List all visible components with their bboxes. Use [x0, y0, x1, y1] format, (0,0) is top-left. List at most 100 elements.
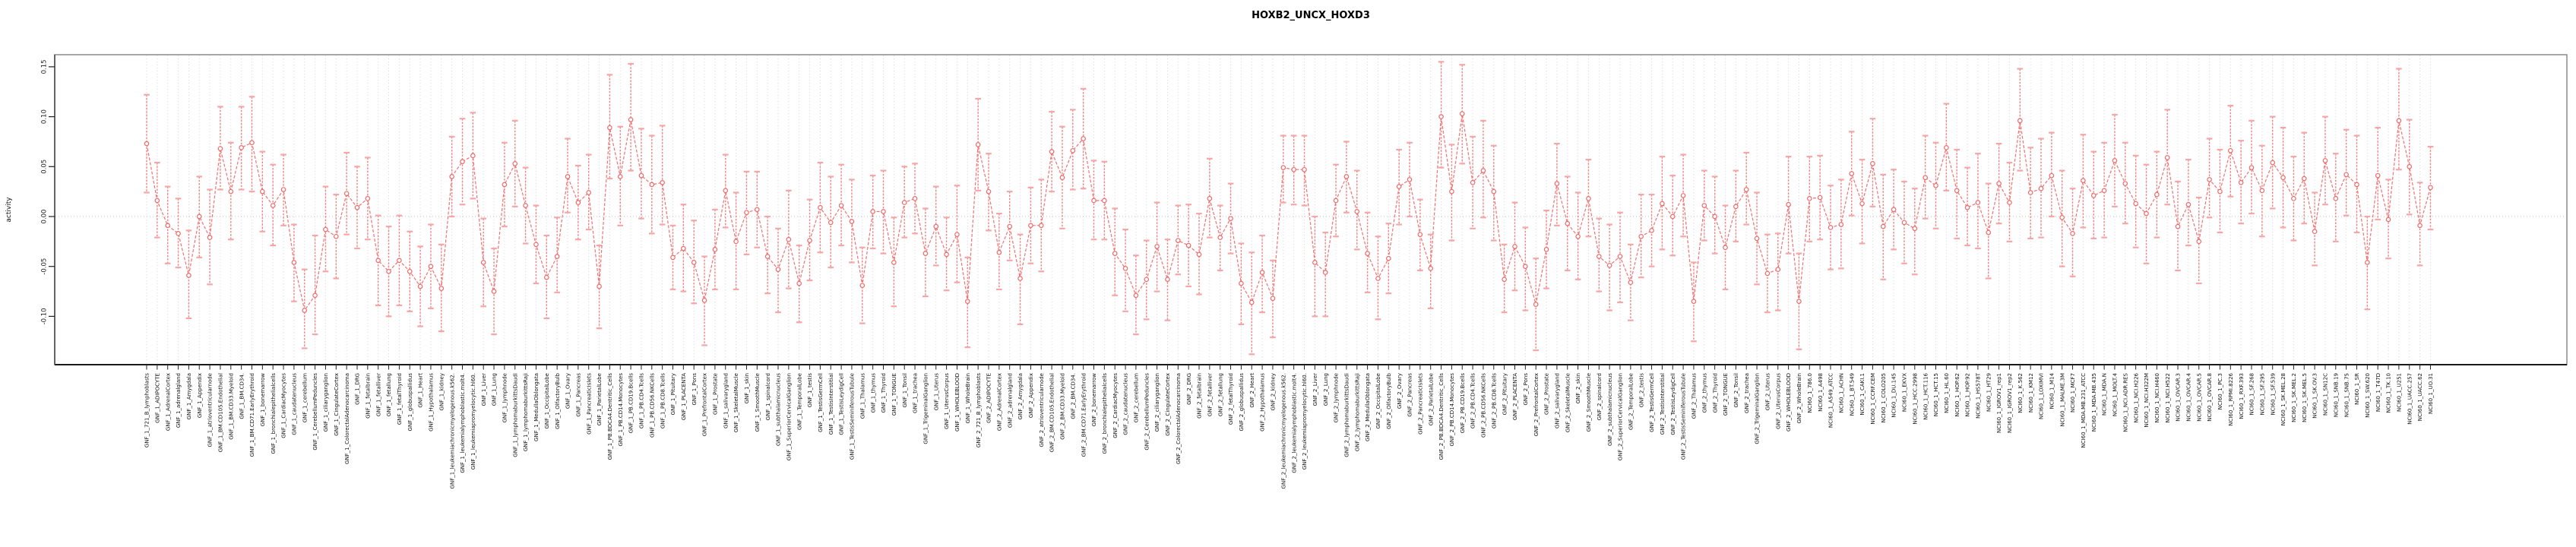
- x-tick-label: GNF_1_fetalliver: [375, 373, 381, 416]
- x-tick-label: GNF_1_testis: [807, 373, 813, 408]
- x-tick-label: NCI60_1_HT29: [1986, 373, 1992, 412]
- x-tick-label: NCI60_1_HOP.92: [1965, 373, 1971, 417]
- series-line: [146, 113, 2431, 311]
- x-tick-label: GNF_2_ColorectalAdenocarcinoma: [1176, 373, 1182, 464]
- data-point: [2228, 147, 2233, 153]
- x-tick-label: GNF_2_leukemialymphoblastic.molt4.: [1291, 373, 1297, 473]
- x-tick-label: GNF_1_Lung: [492, 373, 498, 406]
- data-point: [1312, 260, 1318, 265]
- data-point: [312, 292, 318, 299]
- x-tick-label: NCI60_1_NCI.ADR.RES: [2122, 372, 2128, 432]
- x-tick-label: GNF_1_WholeBrain: [965, 373, 971, 423]
- data-point: [986, 188, 992, 194]
- x-tick-label: GNF_1_lymphomaburkittsDaudi: [512, 373, 518, 457]
- data-point: [260, 188, 265, 194]
- data-point: [1438, 114, 1444, 119]
- data-point: [523, 203, 528, 208]
- x-tick-label: GNF_2_PB.CD8.Tcells: [1491, 373, 1497, 428]
- x-tick-label: GNF_1_DRG: [355, 373, 361, 405]
- x-tick-label: GNF_2_PLACENTA: [1512, 373, 1518, 420]
- data-point: [701, 298, 707, 303]
- x-tick-label: GNF_1_CardiacMyocytes: [281, 373, 287, 438]
- data-point: [1196, 251, 1202, 258]
- data-point: [154, 198, 160, 204]
- x-tick-label: GNF_1_ColorectalAdenocarcinoma: [344, 373, 350, 464]
- x-tick-label: GNF_1_bronchialepithelialcells: [271, 373, 277, 454]
- data-point: [1512, 244, 1517, 249]
- x-tick-label: GNF_1_AdrenalCortex: [165, 373, 171, 431]
- x-tick-label: NCI60_1_SF.268: [2249, 373, 2255, 415]
- x-tick-label: GNF_2_DRG: [1186, 373, 1192, 405]
- x-tick-label: GNF_1_PB.CD19.Bcells: [628, 373, 635, 434]
- x-tick-label: GNF_1_fetalbrain: [365, 373, 371, 419]
- x-tick-label: GNF_1_Thalamus: [859, 373, 866, 419]
- x-tick-label: GNF_1_TestisSeminiferousTubule: [850, 373, 856, 460]
- data-point: [1523, 264, 1528, 270]
- data-point: [1185, 242, 1191, 248]
- x-tick-label: GNF_2_Pancreas: [1407, 373, 1413, 417]
- x-tick-label: NCI60_1_SNB.75: [2343, 373, 2350, 417]
- data-point: [1712, 213, 1717, 220]
- x-tick-label: NCI60_1_CAKI.1: [1859, 373, 1866, 416]
- data-point: [597, 283, 602, 289]
- x-tick-label: GNF_2_Liver: [1312, 373, 1318, 406]
- x-tick-label: GNF_2_Pituitary: [1502, 373, 1508, 415]
- data-point: [428, 264, 434, 270]
- x-tick-label: GNF_2_bonemarrow: [1091, 373, 1097, 426]
- x-tick-label: GNF_2_TONGUE: [1723, 373, 1729, 416]
- data-point: [1786, 201, 1791, 207]
- x-tick-label: NCI60_1_UACC.257: [2407, 373, 2413, 425]
- x-tick-label: GNF_2_Appendix: [1028, 373, 1034, 418]
- x-tick-label: GNF_1_TrigeminalGanglion: [923, 373, 929, 444]
- x-tick-label: GNF_1_Amygdala: [186, 373, 192, 419]
- data-point: [2343, 172, 2349, 178]
- data-point: [1617, 254, 1623, 259]
- x-tick-label: GNF_1_SuperiorCervicalGanglion: [786, 373, 792, 460]
- data-point: [733, 239, 739, 245]
- data-point: [586, 190, 592, 195]
- x-tick-label: NCI60_1_IGROV1_rep1: [1996, 373, 2002, 433]
- data-point: [302, 308, 308, 313]
- x-tick-label: GNF_1_globuspallidus: [407, 373, 413, 432]
- data-point: [280, 187, 286, 192]
- x-tick-label: GNF_1_subthalamicnucleus: [776, 373, 782, 446]
- x-tick-label: GNF_2_lymphomaburkittsRaji: [1354, 373, 1360, 451]
- x-tick-label: GNF_1_atrioventricularnode: [207, 373, 214, 447]
- data-point: [2428, 185, 2433, 191]
- x-tick-label: GNF_2_BM.CD105.Endothelial: [1049, 373, 1055, 452]
- data-point: [1565, 220, 1571, 226]
- data-point: [1354, 209, 1360, 214]
- x-tick-label: GNF_1_PB.CD8.Tcells: [660, 373, 666, 428]
- data-point: [1669, 213, 1676, 220]
- x-tick-label: GNF_1_adrenalgland: [176, 373, 182, 428]
- x-tick-label: GNF_2_TestisSeminiferousTubule: [1681, 373, 1687, 460]
- x-tick-label: NCI60_1_HCT.15: [1933, 373, 1939, 416]
- data-point: [2185, 201, 2191, 207]
- data-point: [1606, 263, 1612, 268]
- x-tick-label: GNF_2_PB.BDCA4.Dentritic_Cells: [1438, 373, 1445, 460]
- x-tick-label: GNF_2_kidney: [1271, 373, 1277, 410]
- x-tick-label: GNF_1_Heart: [418, 373, 424, 408]
- x-tick-label: GNF_2_Amygdala: [1017, 373, 1024, 419]
- data-point: [2280, 175, 2286, 181]
- x-tick-label: GNF_2_PB.CD56.NKCells: [1481, 373, 1487, 438]
- x-tick-label: GNF_1_trachea: [913, 373, 919, 413]
- x-tick-label: GNF_1_Uterus: [933, 373, 939, 411]
- data-point: [2122, 181, 2128, 186]
- data-point: [1691, 299, 1697, 304]
- x-tick-label: GNF_1_Tonsil: [902, 373, 908, 408]
- x-tick-label: NCI60_1_SF.539: [2270, 373, 2276, 415]
- data-point: [1459, 111, 1465, 116]
- data-point: [470, 153, 476, 159]
- data-point: [881, 209, 886, 214]
- data-point: [354, 204, 360, 210]
- x-tick-label: GNF_1_skin: [744, 373, 750, 403]
- data-point: [807, 238, 812, 243]
- y-tick-label: 0.15: [41, 59, 49, 74]
- data-point: [176, 231, 181, 236]
- x-tick-label: NCI60_1_NCI.H226: [2133, 372, 2139, 422]
- data-point: [2207, 177, 2212, 182]
- x-tick-label: GNF_1_leukemiapromyelocytic.hl60.: [470, 373, 476, 470]
- x-tick-label: GNF_1_Ovary: [565, 373, 571, 409]
